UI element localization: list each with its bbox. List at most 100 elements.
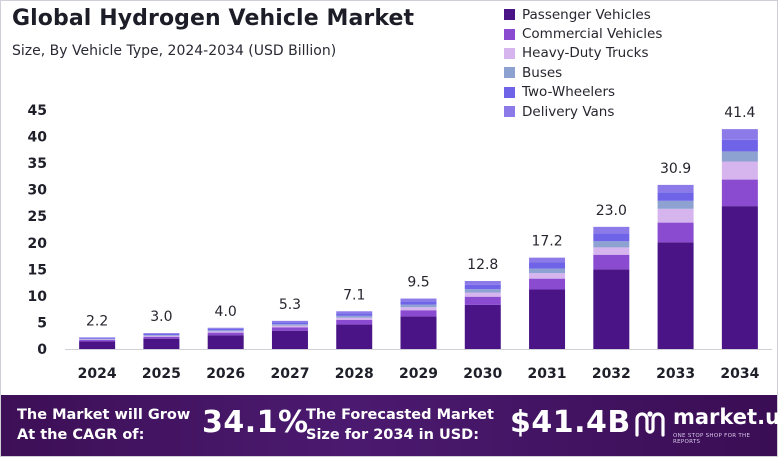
bar-segment — [529, 273, 566, 279]
legend-item: Commercial Vehicles — [504, 24, 662, 43]
bar-total-label: 30.9 — [660, 161, 691, 177]
legend-label: Two-Wheelers — [522, 84, 616, 101]
bar-segment — [593, 247, 630, 255]
bar-segment — [207, 335, 244, 349]
bar-segment — [143, 334, 180, 336]
stacked-bar-chart: 0510152025303540452.220243.020254.020265… — [28, 103, 772, 382]
bar-segment — [79, 340, 116, 342]
forecast-value: $41.4B — [510, 405, 631, 440]
y-tick-label: 30 — [28, 183, 48, 199]
bar-segment — [657, 192, 694, 201]
bar-segment — [336, 320, 373, 325]
bar-segment — [657, 222, 694, 243]
bar-segment — [207, 331, 244, 333]
bar-segment — [271, 325, 308, 328]
x-tick-label: 2034 — [720, 366, 759, 382]
legend-swatch — [504, 86, 515, 98]
bar-segment — [400, 316, 437, 349]
forecast-label-line2: Size for 2034 in USD: — [306, 427, 480, 443]
legend-item: Passenger Vehicles — [504, 5, 662, 24]
y-tick-label: 20 — [28, 236, 48, 252]
bar-total-label: 9.5 — [407, 275, 429, 291]
bar-total-label: 3.0 — [150, 309, 172, 325]
cagr-value: 34.1% — [202, 405, 309, 440]
bar-segment — [79, 337, 116, 338]
bar-segment — [529, 289, 566, 349]
bar-segment — [721, 129, 758, 140]
y-tick-label: 45 — [28, 103, 47, 119]
bar-segment — [721, 139, 758, 152]
bar-segment — [271, 327, 308, 331]
x-tick-label: 2026 — [206, 366, 245, 382]
bar-segment — [143, 335, 180, 337]
bar-segment — [464, 304, 501, 349]
bar-segment — [336, 311, 373, 314]
bar-segment — [143, 333, 180, 334]
cagr-label-line1: The Market will Grow — [17, 407, 191, 423]
bar-segment — [593, 241, 630, 248]
legend: Passenger Vehicles Commercial Vehicles Hea… — [504, 5, 662, 121]
bar-segment — [336, 324, 373, 349]
legend-swatch — [504, 9, 515, 21]
brand-tagline: ONE STOP SHOP FOR THE REPORTS — [673, 433, 751, 445]
bar-segment — [593, 226, 630, 234]
bar-segment — [271, 330, 308, 349]
x-tick-label: 2033 — [656, 366, 695, 382]
bar-segment — [593, 269, 630, 349]
bar-segment — [464, 289, 501, 293]
bar-total-label: 23.0 — [596, 203, 627, 219]
bar-segment — [336, 317, 373, 321]
legend-swatch — [504, 28, 515, 40]
legend-item: Two-Wheelers — [504, 83, 662, 102]
bar-segment — [207, 330, 244, 332]
y-tick-label: 0 — [37, 342, 47, 358]
legend-label: Heavy-Duty Trucks — [522, 45, 649, 62]
x-tick-label: 2027 — [270, 366, 309, 382]
x-tick-label: 2032 — [592, 366, 631, 382]
bar-segment — [207, 328, 244, 331]
bar-segment — [143, 338, 180, 349]
legend-label: Commercial Vehicles — [522, 26, 663, 43]
bar-total-label: 17.2 — [531, 234, 562, 250]
bar-segment — [207, 332, 244, 336]
bar-segment — [79, 337, 116, 339]
chart-subtitle: Size, By Vehicle Type, 2024-2034 (USD Bi… — [12, 43, 337, 59]
bar-segment — [336, 315, 373, 318]
bar-segment — [143, 336, 180, 339]
bar-total-label: 7.1 — [343, 287, 365, 303]
y-tick-label: 15 — [28, 262, 47, 278]
bar-segment — [400, 310, 437, 317]
bar-segment — [529, 257, 566, 263]
bar-segment — [207, 327, 244, 329]
bar-segment — [464, 292, 501, 297]
bar-segment — [657, 200, 694, 209]
bar-segment — [271, 320, 308, 323]
bar-segment — [464, 284, 501, 290]
bar-segment — [529, 268, 566, 274]
legend-item: Heavy-Duty Trucks — [504, 44, 662, 63]
x-tick-label: 2025 — [142, 366, 181, 382]
legend-swatch — [504, 67, 515, 79]
bar-segment — [79, 339, 116, 341]
bar-segment — [400, 307, 437, 311]
cagr-label: The Market will Grow At the CAGR of: — [17, 405, 190, 445]
legend-label: Buses — [522, 64, 563, 81]
x-tick-label: 2024 — [78, 366, 117, 382]
x-tick-label: 2031 — [528, 366, 567, 382]
bar-segment — [721, 151, 758, 162]
cagr-label-line2: At the CAGR of: — [17, 427, 145, 443]
bar-segment — [529, 278, 566, 290]
legend-label: Passenger Vehicles — [522, 6, 651, 23]
bar-total-label: 4.0 — [215, 304, 237, 320]
bar-segment — [79, 338, 116, 340]
bar-segment — [464, 296, 501, 305]
bar-segment — [593, 233, 630, 242]
bar-segment — [143, 333, 180, 335]
x-tick-label: 2030 — [463, 366, 502, 382]
x-tick-label: 2028 — [335, 366, 374, 382]
bar-segment — [400, 301, 437, 305]
bar-segment — [721, 206, 758, 349]
bar-segment — [657, 242, 694, 349]
bar-segment — [657, 184, 694, 193]
bar-segment — [657, 208, 694, 223]
